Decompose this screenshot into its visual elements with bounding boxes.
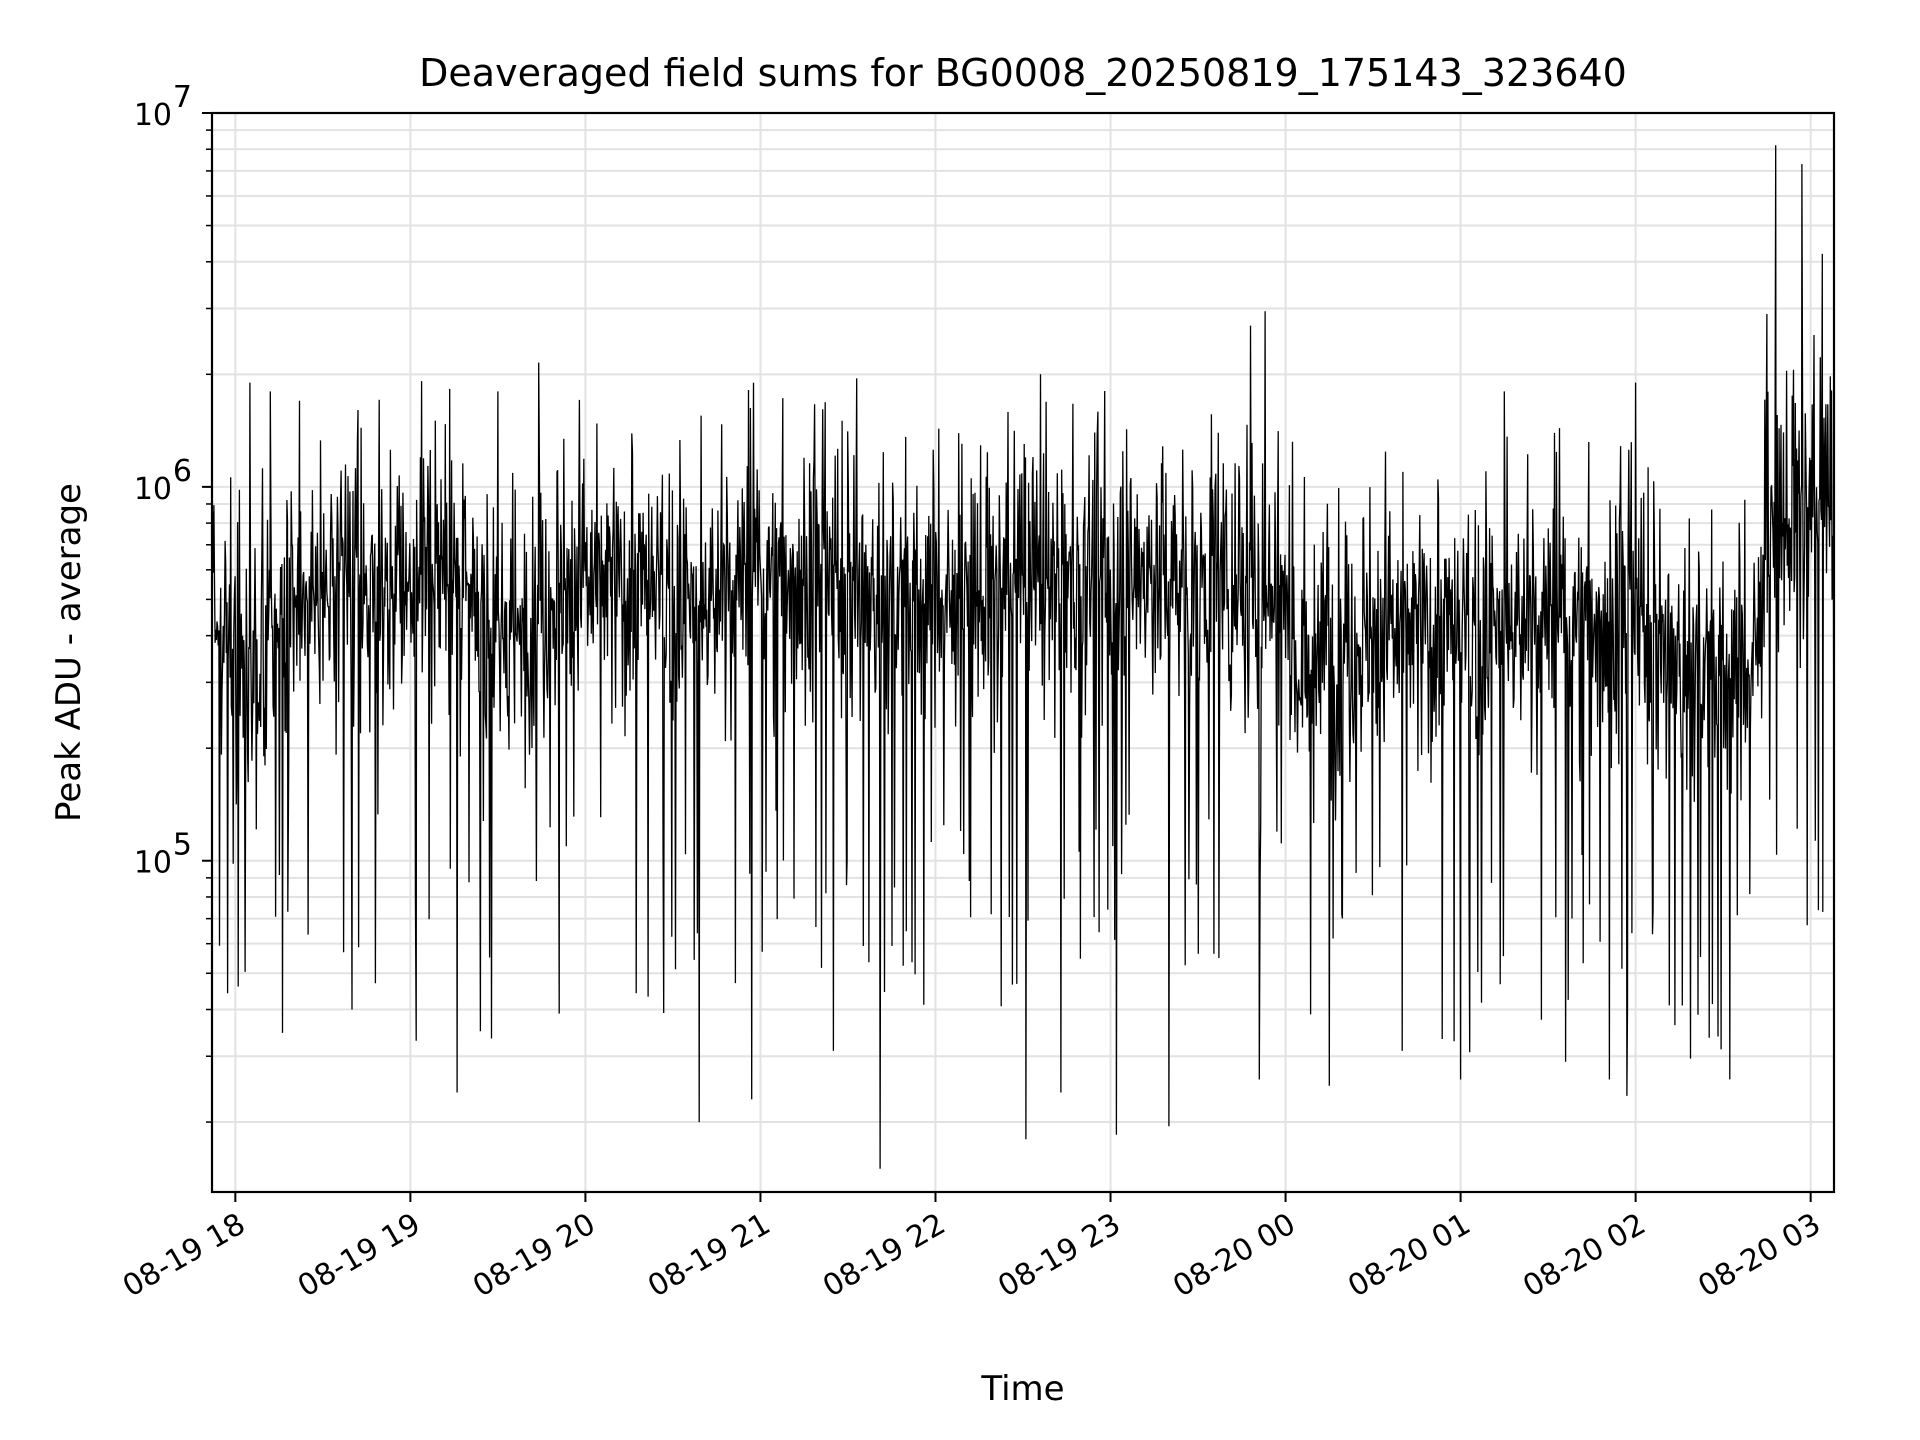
x-axis-label: Time xyxy=(980,1369,1064,1409)
chart-title: Deaveraged field sums for BG0008_2025081… xyxy=(419,51,1627,95)
y-tick-label: 10 xyxy=(134,846,172,881)
plot-frame xyxy=(210,111,1836,1194)
y-tick-label: 10 xyxy=(134,98,172,133)
y-axis-label: Peak ADU - average xyxy=(49,483,89,822)
series-line xyxy=(211,145,1835,1169)
y-tick-exponent: 5 xyxy=(173,828,192,863)
y-tick-exponent: 7 xyxy=(173,80,192,115)
y-tick-exponent: 6 xyxy=(173,454,192,489)
data-series xyxy=(211,145,1835,1169)
y-tick-label: 10 xyxy=(134,472,172,507)
